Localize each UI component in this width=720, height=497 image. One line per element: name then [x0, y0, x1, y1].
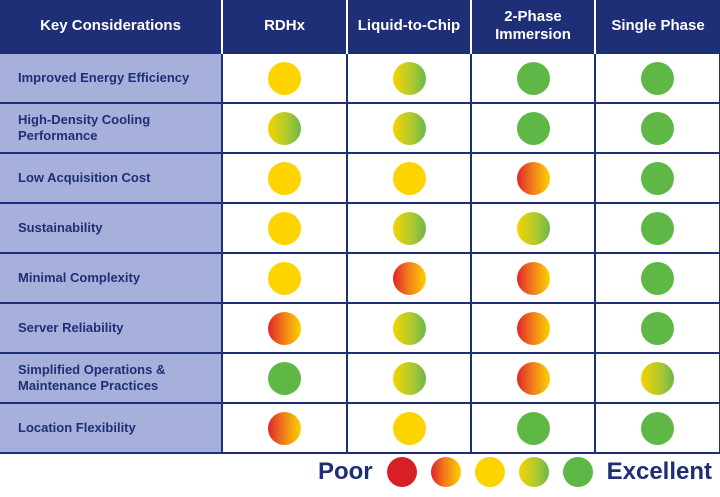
rating-dot-excellent [516, 111, 550, 145]
legend-scale [386, 457, 593, 487]
legend-dot-vgood [518, 457, 549, 487]
rating-cell [347, 252, 472, 303]
rating-dot-good [268, 261, 301, 295]
rating-cell [347, 202, 472, 253]
rating-cell [222, 152, 348, 203]
rating-cell [471, 302, 596, 353]
rating-cell [471, 152, 596, 203]
row-label: Server Reliability [0, 302, 223, 353]
legend-dot-excellent [562, 457, 593, 487]
rating-dot-excellent [641, 261, 674, 295]
rating-cell [347, 402, 472, 454]
table-row: Location Flexibility [0, 402, 720, 454]
row-label: Improved Energy Efficiency [0, 52, 223, 103]
rating-cell [347, 152, 472, 203]
rating-dot-excellent [516, 411, 550, 445]
rating-cell [222, 202, 348, 253]
rating-dot-excellent [641, 211, 674, 245]
legend-excellent-label: Excellent [606, 458, 712, 485]
rating-dot-excellent [641, 111, 674, 145]
rating-dot-good [268, 61, 301, 95]
row-label: Minimal Complexity [0, 252, 223, 303]
rating-cell [595, 152, 720, 203]
rating-dot-fair [516, 161, 550, 195]
rating-cell [347, 352, 472, 403]
rating-dot-fair [392, 261, 426, 295]
rating-cell [471, 102, 596, 153]
rating-cell [471, 352, 596, 403]
rating-dot-good [268, 161, 301, 195]
rating-cell [222, 252, 348, 303]
rating-cell [471, 402, 596, 454]
rating-dot-vgood [641, 361, 674, 395]
rating-dot-excellent [268, 361, 301, 395]
header-key-considerations: Key Considerations [0, 0, 223, 53]
rating-dot-fair [516, 311, 550, 345]
rating-dot-good [268, 211, 301, 245]
rating-cell [471, 202, 596, 253]
row-label: Low Acquisition Cost [0, 152, 223, 203]
rating-dot-fair [268, 411, 301, 445]
header-2-phase-immersion: 2-Phase Immersion [471, 0, 596, 53]
rating-cell [595, 352, 720, 403]
rating-cell [222, 52, 348, 103]
table-row: Minimal Complexity [0, 252, 720, 303]
rating-dot-fair [516, 261, 550, 295]
table-row: Improved Energy Efficiency [0, 52, 720, 103]
rating-cell [595, 402, 720, 454]
rating-dot-vgood [392, 111, 426, 145]
row-label: Simplified Operations & Maintenance Prac… [0, 352, 223, 403]
rating-cell [222, 402, 348, 454]
rating-cell [222, 302, 348, 353]
header-rdhx: RDHx [222, 0, 348, 53]
rating-dot-excellent [516, 61, 550, 95]
rating-cell [595, 102, 720, 153]
legend-dot-good [474, 457, 505, 487]
rating-cell [347, 102, 472, 153]
rating-dot-vgood [392, 361, 426, 395]
rating-dot-good [392, 161, 426, 195]
rating-cell [595, 302, 720, 353]
rating-cell [471, 52, 596, 103]
table-row: High-Density Cooling Performance [0, 102, 720, 153]
rating-cell [347, 302, 472, 353]
rating-dot-fair [516, 361, 550, 395]
rating-cell [471, 252, 596, 303]
rating-dot-fair [268, 311, 301, 345]
row-label: High-Density Cooling Performance [0, 102, 223, 153]
rating-dot-good [392, 411, 426, 445]
table-row: Sustainability [0, 202, 720, 253]
table-row: Low Acquisition Cost [0, 152, 720, 203]
rating-dot-vgood [268, 111, 301, 145]
row-label: Location Flexibility [0, 402, 223, 454]
rating-dot-excellent [641, 161, 674, 195]
rating-cell [222, 102, 348, 153]
legend-dot-poor [386, 457, 417, 487]
rating-cell [595, 252, 720, 303]
rating-legend: Poor Excellent [318, 452, 712, 492]
header-row: Key Considerations RDHx Liquid-to-Chip 2… [0, 0, 720, 53]
legend-poor-label: Poor [317, 458, 373, 485]
rating-cell [222, 352, 348, 403]
rating-dot-excellent [641, 411, 674, 445]
table-row: Server Reliability [0, 302, 720, 353]
table-body: Improved Energy Efficiency High-Density C… [0, 52, 720, 454]
rating-dot-excellent [641, 61, 674, 95]
row-label: Sustainability [0, 202, 223, 253]
rating-cell [595, 52, 720, 103]
rating-cell [595, 202, 720, 253]
comparison-table: Key Considerations RDHx Liquid-to-Chip 2… [0, 0, 720, 454]
header-single-phase: Single Phase [595, 0, 720, 53]
legend-dot-fair [430, 457, 461, 487]
table-row: Simplified Operations & Maintenance Prac… [0, 352, 720, 403]
rating-cell [347, 52, 472, 103]
rating-dot-vgood [516, 211, 550, 245]
rating-dot-vgood [392, 211, 426, 245]
header-liquid-to-chip: Liquid-to-Chip [347, 0, 472, 53]
rating-dot-excellent [641, 311, 674, 345]
rating-dot-vgood [392, 61, 426, 95]
rating-dot-vgood [392, 311, 426, 345]
